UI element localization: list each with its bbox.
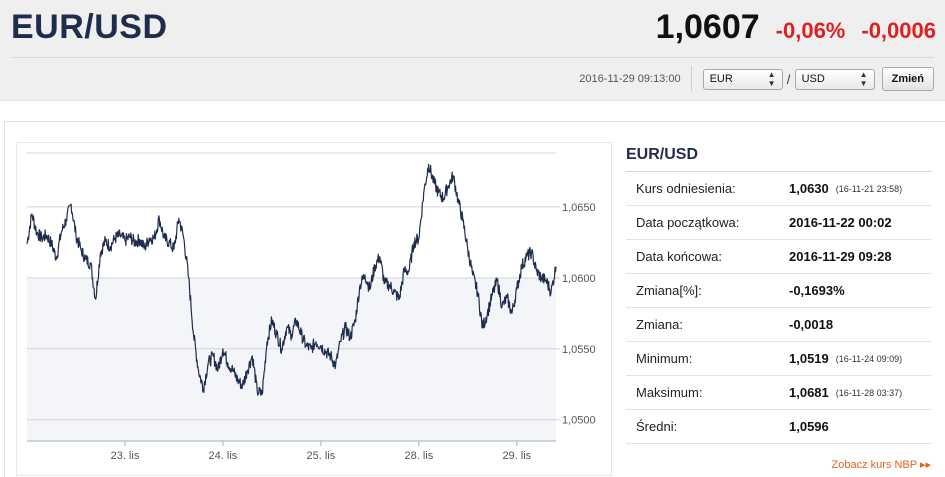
stat-value: 1,0519	[789, 351, 829, 366]
stat-label: Data końcowa:	[636, 249, 722, 264]
stat-value: -0,1693%	[789, 283, 845, 298]
change-button[interactable]: Zmień	[881, 67, 934, 91]
stat-label: Minimum:	[636, 351, 693, 366]
stats-row: Data początkowa: 2016-11-22 00:02	[626, 206, 932, 240]
stat-value: 2016-11-29 09:28	[789, 249, 892, 264]
stats-row: Średni: 1,0596	[626, 410, 932, 444]
stats-row: Maksimum: 1,0681 (16-11-28 03:37)	[626, 376, 932, 410]
select-arrows-icon: ▲ ▼	[767, 69, 776, 88]
stat-value: 1,0681	[789, 385, 829, 400]
current-rate: 1,0607	[655, 8, 760, 46]
currency-pair-title: EUR/USD	[11, 8, 168, 46]
stats-title: EUR/USD	[626, 140, 932, 172]
stats-row: Kurs odniesienia: 1,0630 (16-11-21 23:58)	[626, 172, 932, 206]
change-absolute: -0,0006	[861, 18, 936, 43]
x-tick-label: 29. lis	[502, 450, 531, 462]
stat-value: 1,0630	[789, 181, 829, 196]
stat-label: Zmiana:	[636, 317, 683, 332]
price-chart-svg: 1,0650 1,0600 1,0550 1,0500 23. lis 24. lis 25…	[26, 152, 596, 462]
stat-label: Data początkowa:	[636, 215, 740, 230]
x-tick-label: 25. lis	[307, 450, 336, 462]
x-tick-label: 24. lis	[209, 450, 238, 462]
quote-currency-select[interactable]: USD ▲ ▼	[794, 68, 875, 90]
y-tick-label: 1,0550	[562, 344, 596, 356]
select-arrows-icon: ▲ ▼	[859, 69, 868, 88]
plot-lower-band	[27, 277, 556, 441]
stat-label: Maksimum:	[636, 385, 703, 400]
stat-date: (16-11-24 09:09)	[835, 353, 903, 364]
currency-selector: 2016-11-29 09:13:00 EUR ▲ ▼ / USD ▲ ▼ Zmie…	[579, 66, 934, 92]
quote-currency-value: USD	[801, 72, 825, 85]
stat-label: Średni:	[636, 419, 678, 434]
stat-date: (16-11-21 23:58)	[835, 183, 903, 194]
price-chart: 1,0650 1,0600 1,0550 1,0500 23. lis 24. lis 25…	[16, 142, 612, 476]
base-currency-select[interactable]: EUR ▲ ▼	[702, 68, 783, 90]
price-series-line	[26, 163, 557, 396]
quote-summary: 1,0607 -0,06% -0,0006	[656, 8, 936, 47]
stat-date: (16-11-28 03:37)	[835, 387, 903, 398]
stats-row: Data końcowa: 2016-11-29 09:28	[626, 240, 932, 274]
stats-row: Zmiana[%]: -0,1693%	[626, 274, 932, 308]
stat-label: Zmiana[%]:	[636, 283, 702, 298]
stats-row: Minimum: 1,0519 (16-11-24 09:09)	[626, 342, 932, 376]
double-chevron-right-icon: ▸▸	[919, 459, 931, 471]
stats-table: EUR/USD Kurs odniesienia: 1,0630 (16-11-21…	[626, 140, 932, 444]
currency-separator: /	[786, 71, 791, 87]
nbp-rate-link[interactable]: Zobacz kurs NBP ▸▸	[832, 458, 932, 471]
y-tick-label: 1,0500	[562, 415, 596, 427]
y-tick-label: 1,0600	[562, 273, 596, 285]
x-tick-label: 28. lis	[404, 450, 433, 462]
stat-value: -0,0018	[789, 317, 834, 332]
x-tick-label: 23. lis	[111, 450, 140, 462]
base-currency-value: EUR	[709, 72, 733, 85]
stats-row: Zmiana: -0,0018	[626, 308, 932, 342]
nbp-link-label: Zobacz kurs NBP	[831, 459, 917, 471]
stat-label: Kurs odniesienia:	[636, 181, 736, 196]
header-divider	[11, 57, 934, 58]
quote-timestamp: 2016-11-29 09:13:00	[579, 66, 692, 92]
quote-header: EUR/USD 1,0607 -0,06% -0,0006 2016-11-29…	[0, 0, 945, 101]
change-percent: -0,06%	[775, 18, 846, 43]
y-tick-label: 1,0650	[562, 202, 596, 214]
stat-value: 1,0596	[789, 419, 829, 434]
stats-rows: Kurs odniesienia: 1,0630 (16-11-21 23:58) D…	[626, 172, 932, 444]
stat-value: 2016-11-22 00:02	[789, 215, 892, 230]
